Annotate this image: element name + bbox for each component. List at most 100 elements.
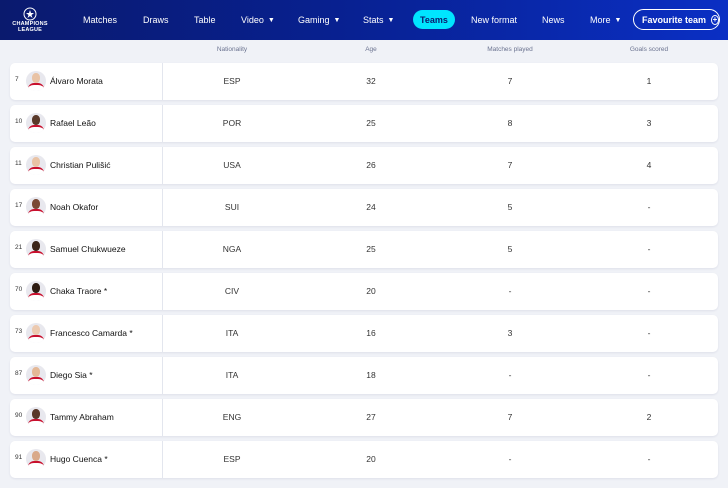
avatar-shirt xyxy=(28,251,44,259)
player-age: 25 xyxy=(366,118,376,128)
avatar-head xyxy=(32,157,40,167)
nav-label: Gaming xyxy=(298,15,330,25)
caret-down-icon: ▼ xyxy=(614,16,622,24)
player-matches-played: 8 xyxy=(507,118,513,128)
column-divider xyxy=(162,315,163,352)
player-name[interactable]: Francesco Camarda * xyxy=(50,328,133,338)
player-name[interactable]: Samuel Chukwueze xyxy=(50,244,126,254)
player-avatar xyxy=(26,71,46,91)
player-matches-played: - xyxy=(508,454,512,464)
player-matches-played: 3 xyxy=(507,328,513,338)
player-number: 17 xyxy=(15,202,23,209)
player-avatar xyxy=(26,155,46,175)
player-goals-scored: 4 xyxy=(646,160,652,170)
player-age: 16 xyxy=(366,328,376,338)
player-nationality: SUI xyxy=(224,202,240,212)
nav-matches[interactable]: Matches xyxy=(83,0,117,40)
champions-league-logo[interactable]: CHAMPIONS LEAGUE xyxy=(0,0,60,40)
table-row[interactable]: 73 Francesco Camarda * ITA 16 3 - xyxy=(10,315,718,352)
player-name[interactable]: Álvaro Morata xyxy=(50,76,103,86)
nav-table[interactable]: Table xyxy=(194,0,216,40)
avatar-shirt xyxy=(28,461,44,469)
player-goals-scored: - xyxy=(647,370,651,380)
avatar-shirt xyxy=(28,293,44,301)
table-row[interactable]: 10 Rafael Leão POR 25 8 3 xyxy=(10,105,718,142)
player-name[interactable]: Hugo Cuenca * xyxy=(50,454,108,464)
player-goals-scored: - xyxy=(647,328,651,338)
table-row[interactable]: 11 Christian Pulišić USA 26 7 4 xyxy=(10,147,718,184)
player-age: 26 xyxy=(366,160,376,170)
player-goals-scored: - xyxy=(647,202,651,212)
avatar-shirt xyxy=(28,209,44,217)
nav-label: Table xyxy=(194,15,216,25)
player-avatar xyxy=(26,365,46,385)
player-name[interactable]: Diego Sia * xyxy=(50,370,93,380)
table-row[interactable]: 90 Tammy Abraham ENG 27 7 2 xyxy=(10,399,718,436)
nav-more[interactable]: More ▼ xyxy=(590,0,621,40)
avatar-shirt xyxy=(28,377,44,385)
avatar-shirt xyxy=(28,419,44,427)
player-nationality: ENG xyxy=(222,412,242,422)
player-goals-scored: - xyxy=(647,286,651,296)
column-divider xyxy=(162,399,163,436)
player-nationality: ITA xyxy=(225,370,239,380)
column-divider xyxy=(162,357,163,394)
player-matches-played: 7 xyxy=(507,412,513,422)
player-number: 73 xyxy=(15,328,23,335)
player-goals-scored: 1 xyxy=(646,76,652,86)
player-avatar xyxy=(26,323,46,343)
player-matches-played: - xyxy=(508,370,512,380)
avatar-head xyxy=(32,325,40,335)
starball-icon xyxy=(23,7,37,21)
player-name[interactable]: Noah Okafor xyxy=(50,202,99,212)
table-row[interactable]: 91 Hugo Cuenca * ESP 20 - - xyxy=(10,441,718,478)
player-goals-scored: - xyxy=(647,244,651,254)
player-age: 24 xyxy=(366,202,376,212)
nav-news[interactable]: News xyxy=(542,0,565,40)
nav-label: Stats xyxy=(363,15,384,25)
caret-down-icon: ▼ xyxy=(267,16,275,24)
nav-new-format[interactable]: New format xyxy=(471,0,517,40)
nav-video[interactable]: Video ▼ xyxy=(241,0,275,40)
player-nationality: POR xyxy=(222,118,242,128)
avatar-head xyxy=(32,241,40,251)
nav-teams[interactable]: Teams xyxy=(413,10,455,29)
player-number: 87 xyxy=(15,370,23,377)
nav-label: Teams xyxy=(420,14,448,25)
avatar-head xyxy=(32,451,40,461)
nav-stats[interactable]: Stats ▼ xyxy=(363,0,394,40)
column-divider xyxy=(162,231,163,268)
table-row[interactable]: 7 Álvaro Morata ESP 32 7 1 xyxy=(10,63,718,100)
table-row[interactable]: 17 Noah Okafor SUI 24 5 - xyxy=(10,189,718,226)
player-number: 90 xyxy=(15,412,23,419)
player-avatar xyxy=(26,407,46,427)
column-divider xyxy=(162,105,163,142)
table-row[interactable]: 87 Diego Sia * ITA 18 - - xyxy=(10,357,718,394)
nav-gaming[interactable]: Gaming ▼ xyxy=(298,0,340,40)
column-divider xyxy=(162,189,163,226)
player-number: 7 xyxy=(15,76,19,83)
player-avatar xyxy=(26,239,46,259)
table-row[interactable]: 21 Samuel Chukwueze NGA 25 5 - xyxy=(10,231,718,268)
player-avatar xyxy=(26,197,46,217)
player-age: 18 xyxy=(366,370,376,380)
nav-label: Draws xyxy=(143,15,169,25)
player-name[interactable]: Tammy Abraham xyxy=(50,412,114,422)
nav-draws[interactable]: Draws xyxy=(143,0,169,40)
header-goals-scored: Goals scored xyxy=(629,46,669,53)
table-row[interactable]: 70 Chaka Traore * CIV 20 - - xyxy=(10,273,718,310)
favourite-team-button[interactable]: Favourite team + xyxy=(633,9,720,30)
player-number: 70 xyxy=(15,286,23,293)
nav-label: More xyxy=(590,15,611,25)
player-matches-played: 7 xyxy=(507,76,513,86)
player-name[interactable]: Christian Pulišić xyxy=(50,160,111,170)
header-nationality: Nationality xyxy=(216,46,248,53)
player-name[interactable]: Rafael Leão xyxy=(50,118,96,128)
player-nationality: CIV xyxy=(224,286,240,296)
player-age: 20 xyxy=(366,454,376,464)
nav-label: News xyxy=(542,15,565,25)
player-name[interactable]: Chaka Traore * xyxy=(50,286,108,296)
avatar-head xyxy=(32,283,40,293)
player-matches-played: 7 xyxy=(507,160,513,170)
player-avatar xyxy=(26,113,46,133)
